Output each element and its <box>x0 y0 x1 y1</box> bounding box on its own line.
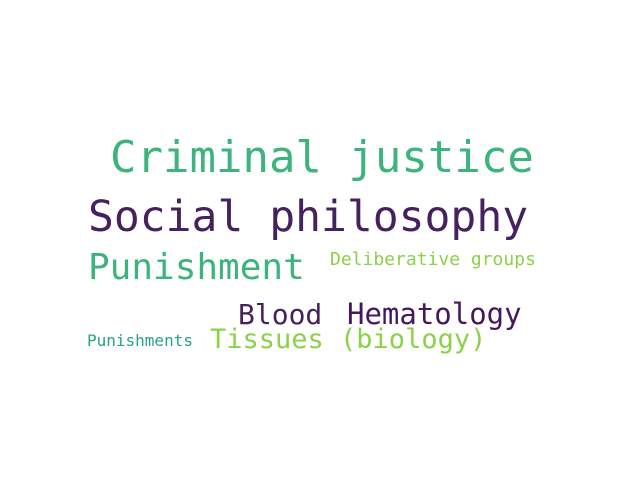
word-hematology: Hematology <box>347 297 522 331</box>
word-social-philosophy: Social philosophy <box>88 192 529 242</box>
word-blood: Blood <box>238 298 323 331</box>
word-tissues-biology: Tissues (biology) <box>210 324 487 355</box>
word-criminal-justice: Criminal justice <box>110 132 534 183</box>
word-deliberative-groups: Deliberative groups <box>330 249 536 270</box>
word-punishments: Punishments <box>87 331 193 350</box>
word-punishment: Punishment <box>88 247 305 288</box>
